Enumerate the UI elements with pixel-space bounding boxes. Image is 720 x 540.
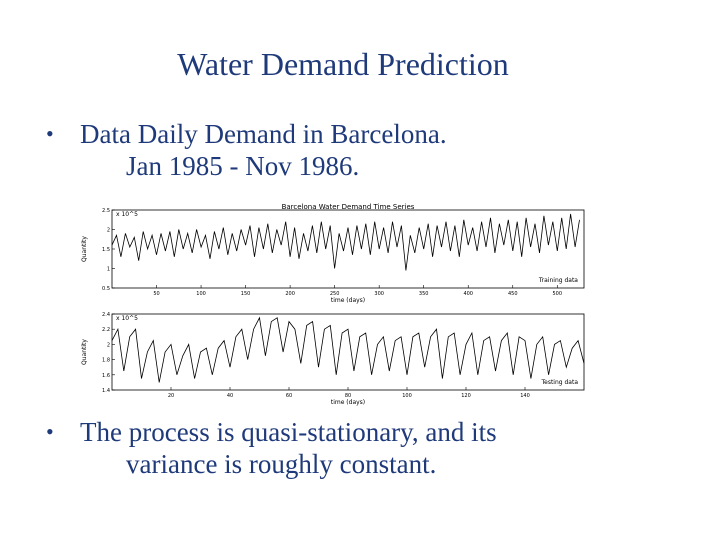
x-tick-label: 450	[508, 291, 518, 297]
series-line	[111, 316, 585, 383]
y-tick-label: 1.6	[102, 373, 110, 379]
y-tick-label: 2	[107, 228, 110, 234]
x-axis-label: time (days)	[331, 297, 365, 304]
slide-title: Water Demand Prediction	[177, 46, 509, 82]
series-line	[111, 213, 580, 271]
bullet-marker: •	[46, 419, 54, 444]
y-tick-label: 2	[107, 342, 110, 348]
y-tick-label: 2.2	[102, 327, 110, 333]
y-tick-label: 2.4	[102, 312, 110, 318]
testing-data-chart: x 10^5 2.4 2.2 2 1.8 1.6 1.4 20 40 60 80 100 120 140 t…	[81, 312, 585, 406]
y-tick-label: 1.8	[102, 358, 110, 364]
x-tick-label: 250	[330, 291, 340, 297]
x-tick-label: 100	[196, 291, 206, 297]
x-axis-label: time (days)	[331, 399, 365, 406]
x-tick-label: 50	[153, 291, 159, 297]
x-tick-label: 80	[345, 393, 351, 399]
y-tick-label: 2.5	[102, 208, 110, 214]
bullet-marker: •	[46, 121, 54, 146]
bullet-2-line-2: variance is roughly constant.	[126, 449, 437, 479]
chart-annotation: Training data	[538, 277, 578, 284]
training-data-chart: Barcelona Water Demand Time Series x 10^5…	[81, 203, 585, 304]
chart-annotation: Testing data	[540, 379, 578, 386]
x-tick-label: 200	[285, 291, 295, 297]
x-tick-label: 500	[553, 291, 563, 297]
chart-title: Barcelona Water Demand Time Series	[282, 203, 415, 211]
x-tick-label: 20	[168, 393, 174, 399]
y-exponent-label: x 10^5	[116, 315, 138, 322]
y-tick-label: 1	[107, 267, 110, 273]
x-tick-label: 60	[286, 393, 292, 399]
y-exponent-label: x 10^5	[116, 211, 138, 218]
y-axis-label: Quantity	[81, 339, 88, 365]
bullet-1-line-1: Data Daily Demand in Barcelona.	[80, 119, 447, 149]
y-tick-label: 0.5	[102, 286, 110, 292]
y-tick-label: 1.4	[102, 388, 110, 394]
plot-frame	[111, 313, 585, 391]
x-tick-label: 400	[463, 291, 473, 297]
y-axis-label: Quantity	[81, 236, 88, 262]
bullet-1-line-2: Jan 1985 - Nov 1986.	[126, 151, 360, 181]
x-tick-label: 40	[227, 393, 233, 399]
bullet-2-line-1: The process is quasi-stationary, and its	[80, 417, 497, 447]
x-tick-label: 100	[402, 393, 412, 399]
x-tick-label: 150	[241, 291, 251, 297]
x-tick-label: 300	[374, 291, 384, 297]
x-tick-label: 350	[419, 291, 429, 297]
x-tick-label: 140	[520, 393, 530, 399]
y-tick-label: 1.5	[102, 247, 110, 253]
x-tick-label: 120	[461, 393, 471, 399]
